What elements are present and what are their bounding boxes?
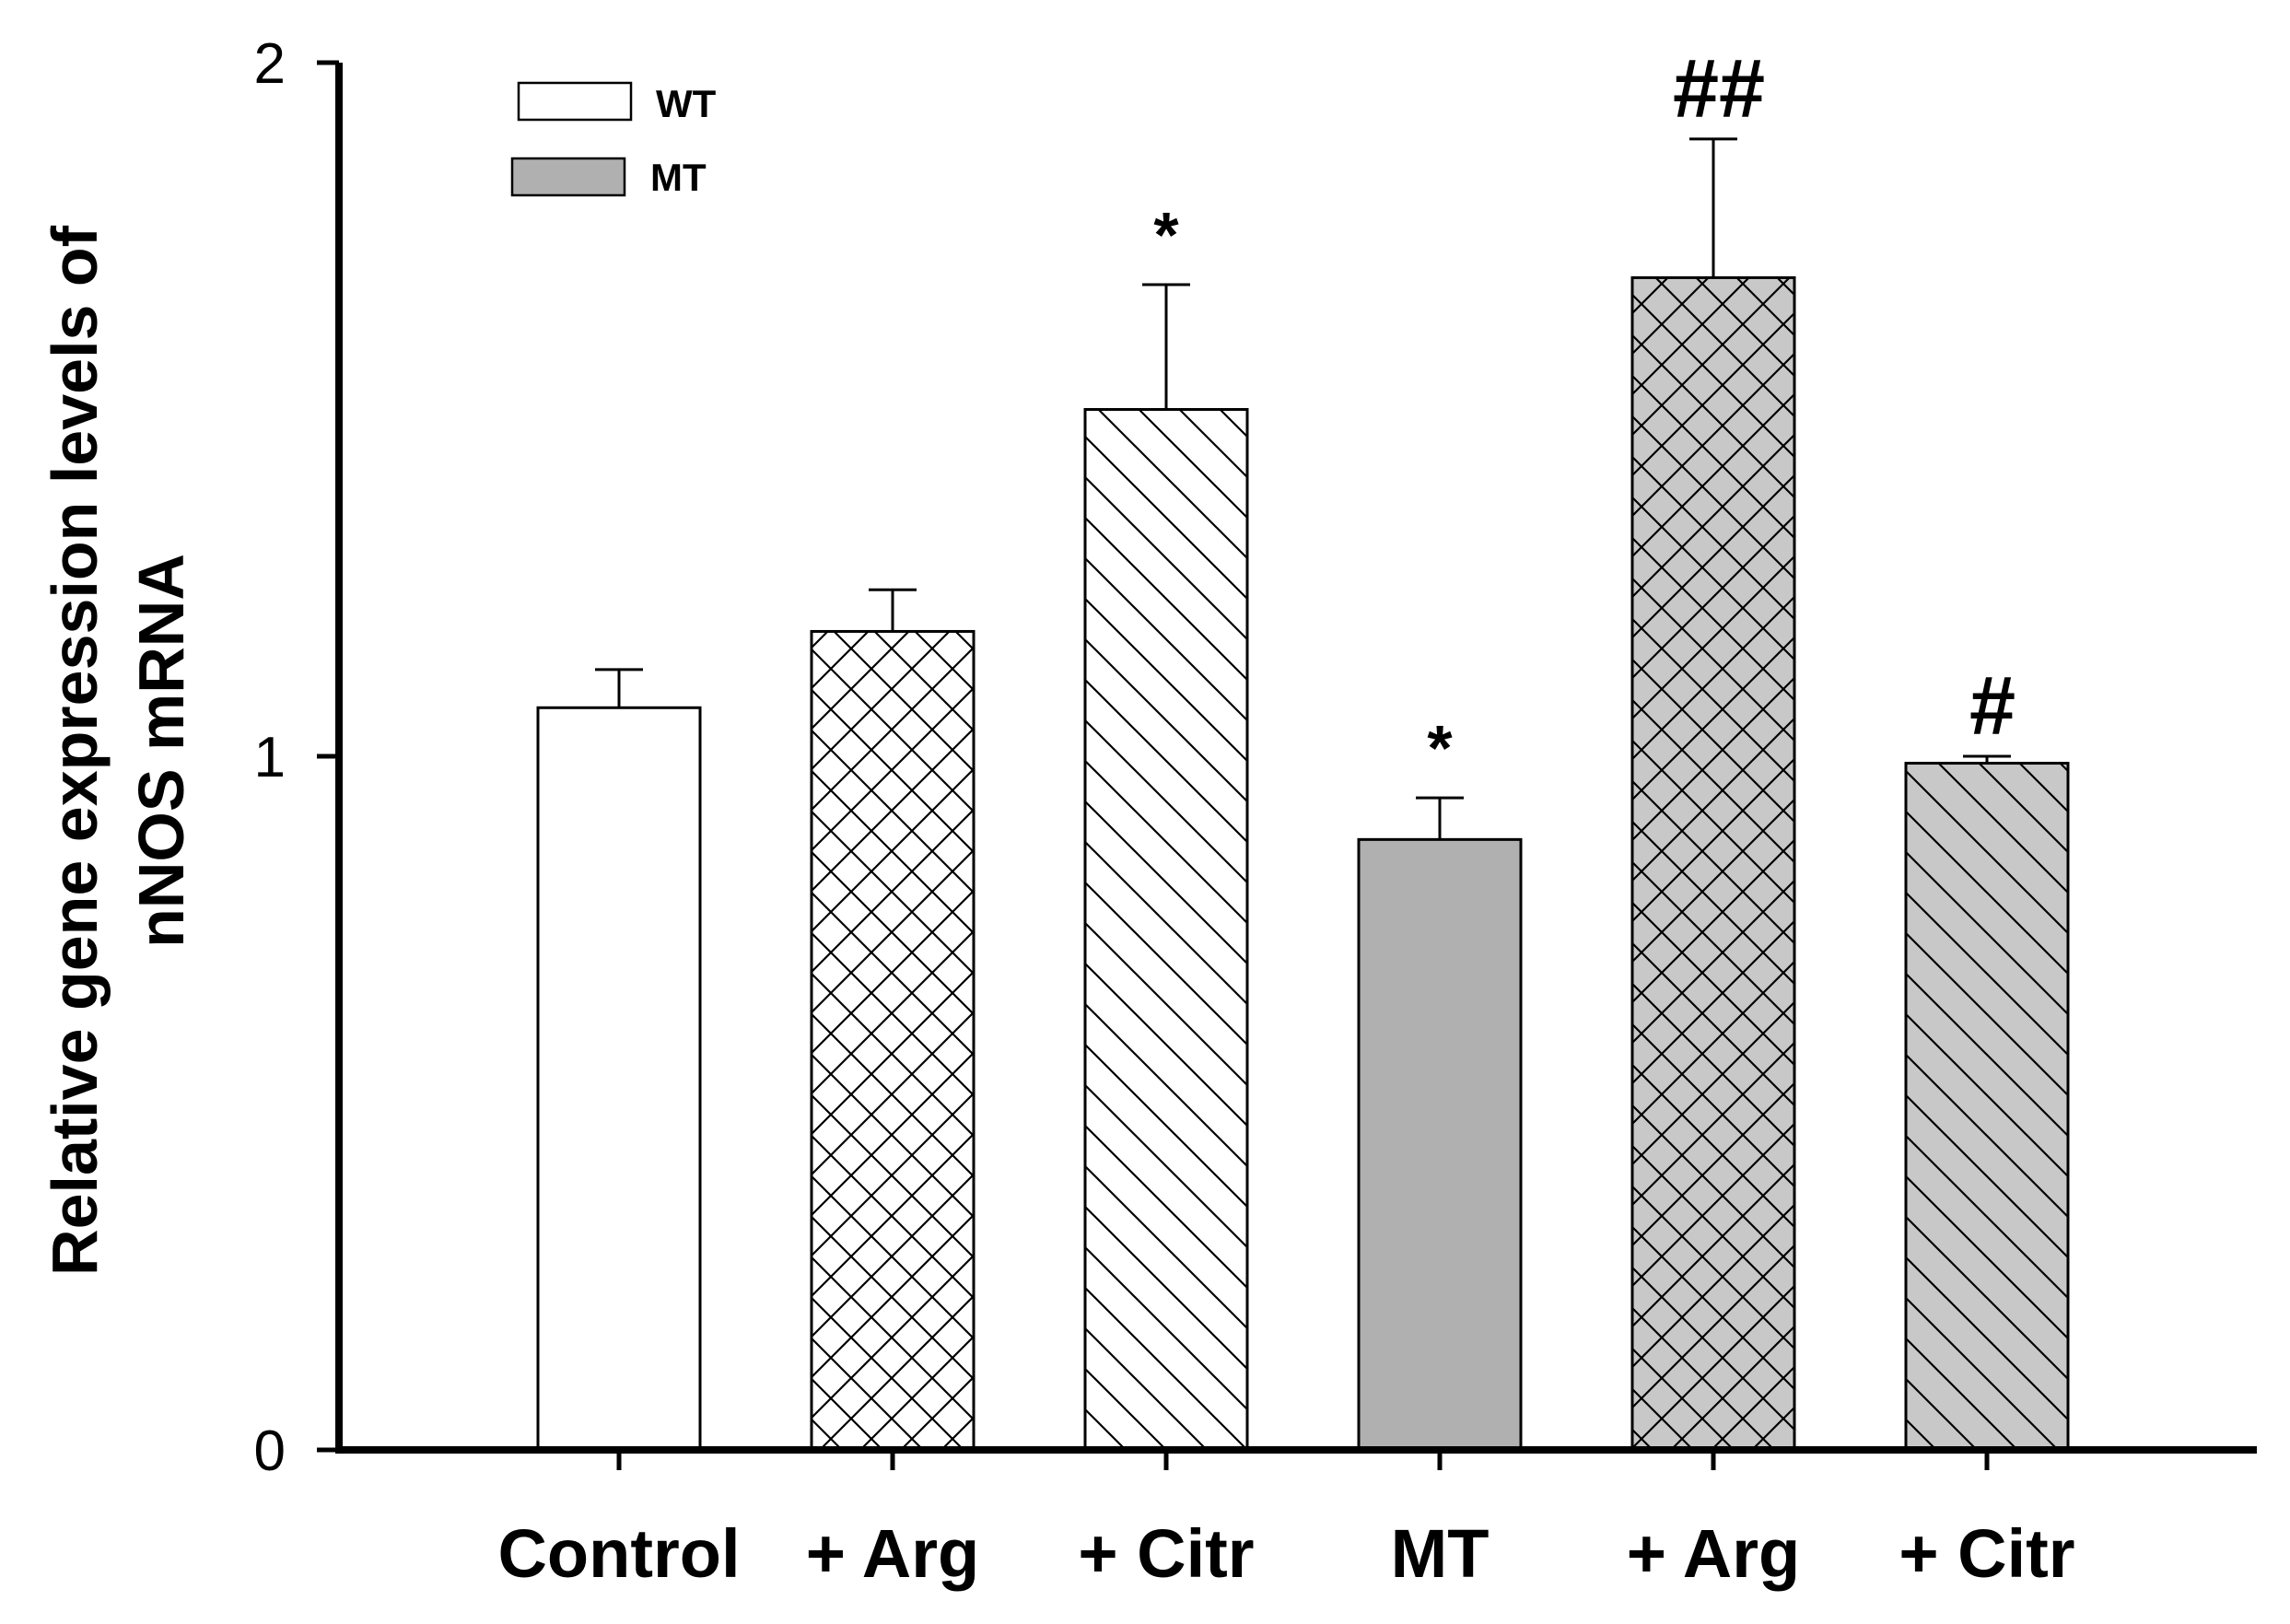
annotation-3: * [1153,199,1179,271]
annotations-layer: **### [1153,43,2015,784]
y-tick-label-2: 2 [254,32,286,96]
bar-2 [810,629,976,1452]
y-axis-label-line-2: nNOS mRNA [125,554,197,948]
x-tick-label-6: + Citr [1899,1515,2074,1592]
y-ticks-layer: 0 1 2 [254,32,339,1483]
x-ticks-layer: Control + Arg + Citr MT + Arg + Citr [497,1450,2075,1592]
y-tick-label-1: 1 [254,726,286,789]
annotation-6: # [1969,660,2015,753]
error-bars-layer [595,137,2011,840]
legend-swatch-mt [510,157,626,197]
bar-1 [536,706,702,1452]
x-tick-label-3: + Citr [1078,1515,1254,1592]
annotation-5: ## [1673,43,1765,135]
legend-label-wt: WT [656,82,717,125]
legend-label-mt: MT [650,156,707,199]
x-tick-label-1: Control [497,1515,740,1592]
annotation-4: * [1427,712,1453,784]
x-tick-label-5: + Arg [1627,1515,1800,1592]
bar-5 [1630,275,1796,1452]
x-tick-label-4: MT [1391,1515,1490,1592]
bar-4 [1357,837,1523,1452]
bar-3 [1083,408,1249,1452]
legend: WT MT [510,81,717,199]
legend-swatch-wt [517,81,633,122]
bar-6 [1904,762,2070,1452]
x-tick-label-2: + Arg [806,1515,979,1592]
y-tick-label-0: 0 [254,1420,286,1483]
y-axis-label-line-1: Relative gene expression levels of [39,225,111,1276]
bars-layer [536,275,2070,1452]
